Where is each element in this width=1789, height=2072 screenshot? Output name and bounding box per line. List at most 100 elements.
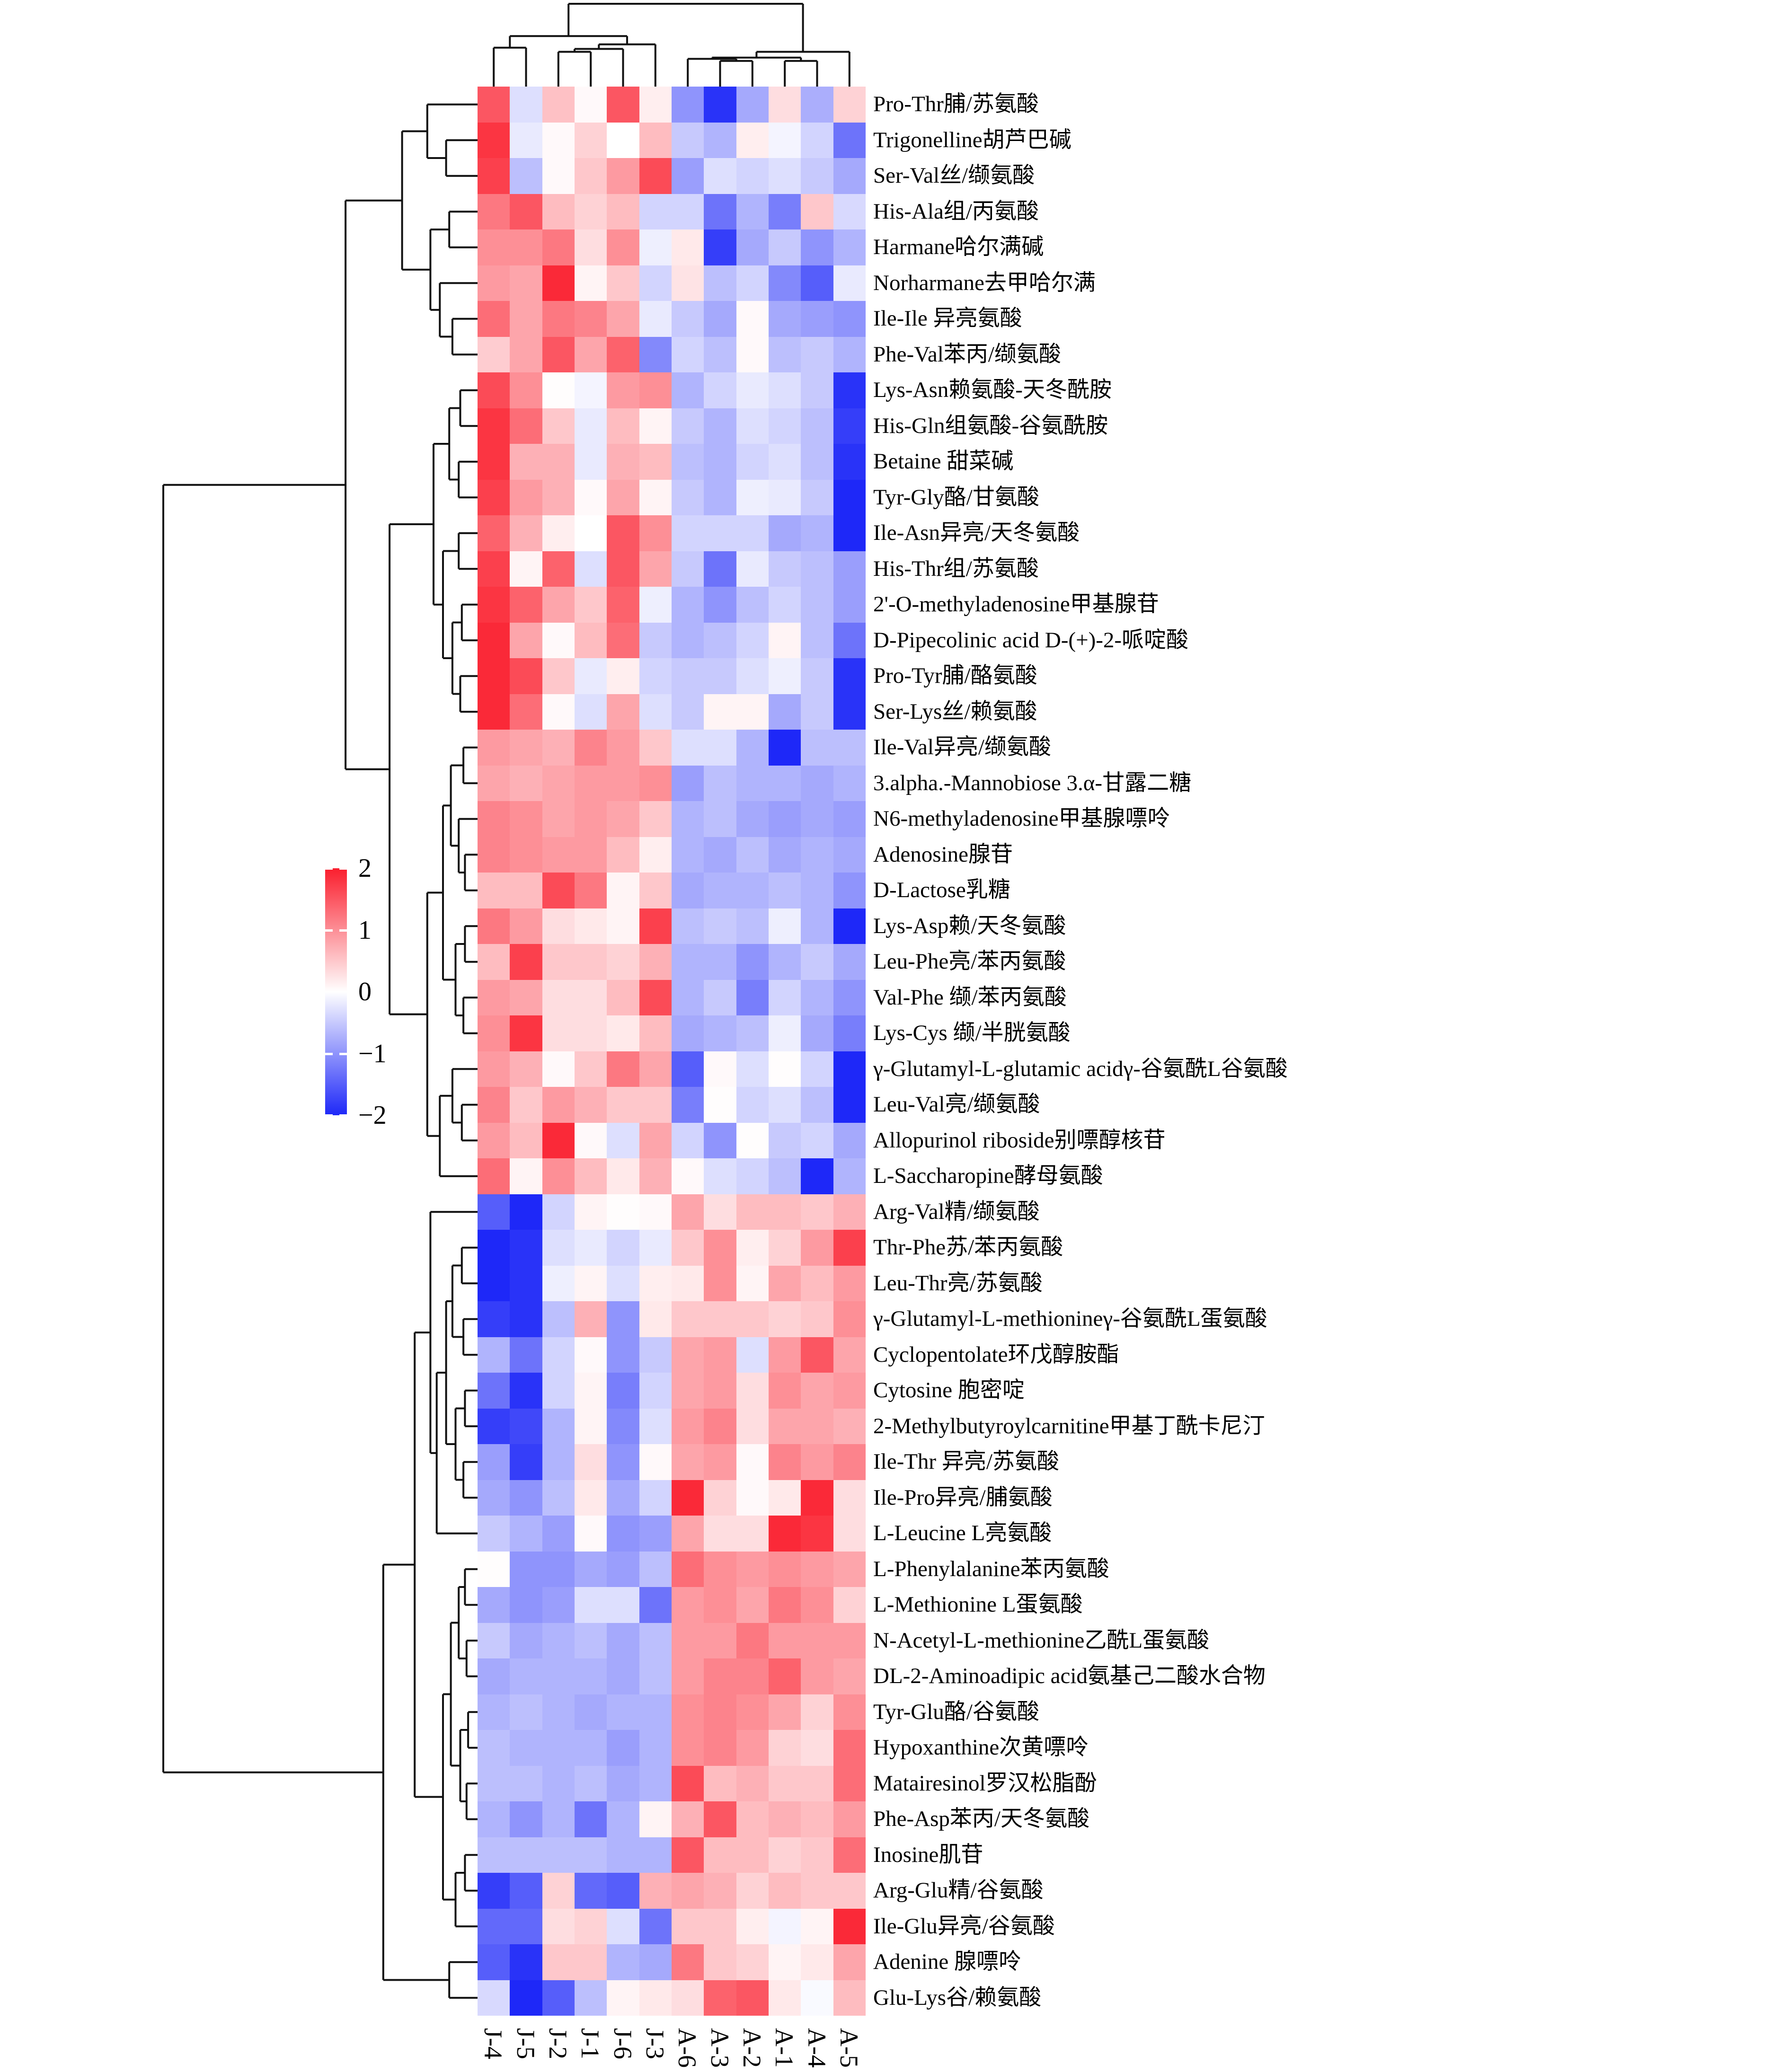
row-label: γ-Glutamyl-L-methionineγ-谷氨酰L蛋氨酸 <box>873 1306 1267 1331</box>
heatmap-cell <box>736 1265 769 1301</box>
heatmap-cell <box>542 1730 575 1766</box>
heatmap-cell <box>736 229 769 265</box>
heatmap-cell <box>542 158 575 194</box>
heatmap-cell <box>607 1622 639 1658</box>
row-label: N6-methyladenosine甲基腺嘌呤 <box>873 806 1170 831</box>
heatmap-cell <box>639 730 672 766</box>
heatmap-cell <box>769 765 801 801</box>
heatmap-cell <box>736 587 769 623</box>
heatmap-cell <box>478 301 510 337</box>
heatmap-cell <box>607 1265 639 1301</box>
row-label: Leu-Phe亮/苯丙氨酸 <box>873 949 1066 974</box>
legend-tick-label: −1 <box>358 1039 387 1068</box>
heatmap-cell <box>769 372 801 408</box>
heatmap-cell <box>769 551 801 587</box>
heatmap-cell <box>607 1587 639 1623</box>
heatmap-cell <box>542 444 575 480</box>
heatmap-cell <box>639 1980 672 2016</box>
column-label: J-2 <box>543 2028 572 2059</box>
row-label: Ile-Glu异亮/谷氨酸 <box>873 1913 1055 1939</box>
heatmap-cell <box>639 1551 672 1587</box>
heatmap-cell <box>575 1087 607 1123</box>
row-label: Cyclopentolate环戊醇胺酯 <box>873 1342 1119 1367</box>
heatmap-cell <box>478 622 510 658</box>
heatmap-cell <box>736 551 769 587</box>
heatmap-cell <box>607 515 639 551</box>
heatmap-cell <box>769 1837 801 1873</box>
heatmap-cell <box>672 1122 704 1158</box>
heatmap-cell <box>478 1051 510 1087</box>
heatmap-cell <box>672 587 704 623</box>
heatmap-cell <box>607 1801 639 1837</box>
heatmap-cell <box>704 1373 736 1409</box>
heatmap-cell <box>575 837 607 873</box>
heatmap-cell <box>736 408 769 444</box>
heatmap-cell <box>704 837 736 873</box>
heatmap-cell <box>478 658 510 694</box>
heatmap-cell <box>575 979 607 1015</box>
heatmap-cell <box>575 1265 607 1301</box>
heatmap-cell <box>575 1301 607 1337</box>
heatmap-cell <box>575 622 607 658</box>
heatmap-cell <box>542 658 575 694</box>
heatmap-cell <box>607 1122 639 1158</box>
heatmap-cell <box>833 1051 866 1087</box>
heatmap-cell <box>575 1516 607 1552</box>
heatmap-cell <box>769 1265 801 1301</box>
heatmap-cell <box>672 336 704 372</box>
heatmap-cell <box>542 87 575 123</box>
row-label: Arg-Val精/缬氨酸 <box>873 1199 1040 1224</box>
heatmap-cell <box>801 336 833 372</box>
row-label: Val-Phe 缬/苯丙氨酸 <box>873 985 1067 1010</box>
heatmap-cell <box>639 158 672 194</box>
heatmap-cell <box>510 1230 542 1266</box>
heatmap-cell <box>478 1908 510 1944</box>
heatmap-cell <box>639 265 672 301</box>
heatmap-cell <box>769 408 801 444</box>
heatmap-cell <box>704 1158 736 1194</box>
heatmap-cell <box>542 1873 575 1909</box>
heatmap-cell <box>736 194 769 229</box>
heatmap-cell <box>542 1480 575 1516</box>
heatmap-cell <box>801 1837 833 1873</box>
heatmap-cell <box>801 1087 833 1123</box>
heatmap-cell <box>510 1301 542 1337</box>
heatmap-cell <box>769 1480 801 1516</box>
heatmap-cell <box>607 87 639 123</box>
heatmap-cell <box>575 694 607 730</box>
heatmap-cell <box>769 194 801 229</box>
heatmap-cell <box>704 873 736 908</box>
heatmap-cell <box>801 1408 833 1444</box>
heatmap-cell <box>510 1516 542 1552</box>
heatmap-cell <box>801 1658 833 1694</box>
heatmap-cell <box>542 1230 575 1266</box>
heatmap-cell <box>607 1944 639 1980</box>
heatmap-cell <box>833 1837 866 1873</box>
heatmap-cell <box>478 229 510 265</box>
heatmap-cell <box>833 1480 866 1516</box>
heatmap-cell <box>833 587 866 623</box>
heatmap-cell <box>575 873 607 908</box>
heatmap-cell <box>542 551 575 587</box>
heatmap-cell <box>801 944 833 980</box>
heatmap-cell <box>672 1837 704 1873</box>
heatmap-cell <box>478 1980 510 2016</box>
row-label: Lys-Asn赖氨酸-天冬酰胺 <box>873 378 1112 403</box>
heatmap-cell <box>833 158 866 194</box>
heatmap-cell <box>801 658 833 694</box>
heatmap-cell <box>478 1873 510 1909</box>
heatmap-cell <box>478 801 510 837</box>
heatmap-cell <box>478 587 510 623</box>
heatmap-cell <box>542 1015 575 1051</box>
heatmap-cell <box>607 265 639 301</box>
heatmap-cell <box>769 1087 801 1123</box>
heatmap-cell <box>704 1658 736 1694</box>
heatmap-cell <box>510 1051 542 1087</box>
heatmap-cell <box>607 944 639 980</box>
heatmap-cell <box>542 873 575 908</box>
heatmap-cell <box>510 622 542 658</box>
heatmap-cell <box>542 1265 575 1301</box>
row-label: Thr-Phe苏/苯丙氨酸 <box>873 1235 1063 1260</box>
heatmap-cell <box>639 837 672 873</box>
heatmap-cell <box>478 1801 510 1837</box>
